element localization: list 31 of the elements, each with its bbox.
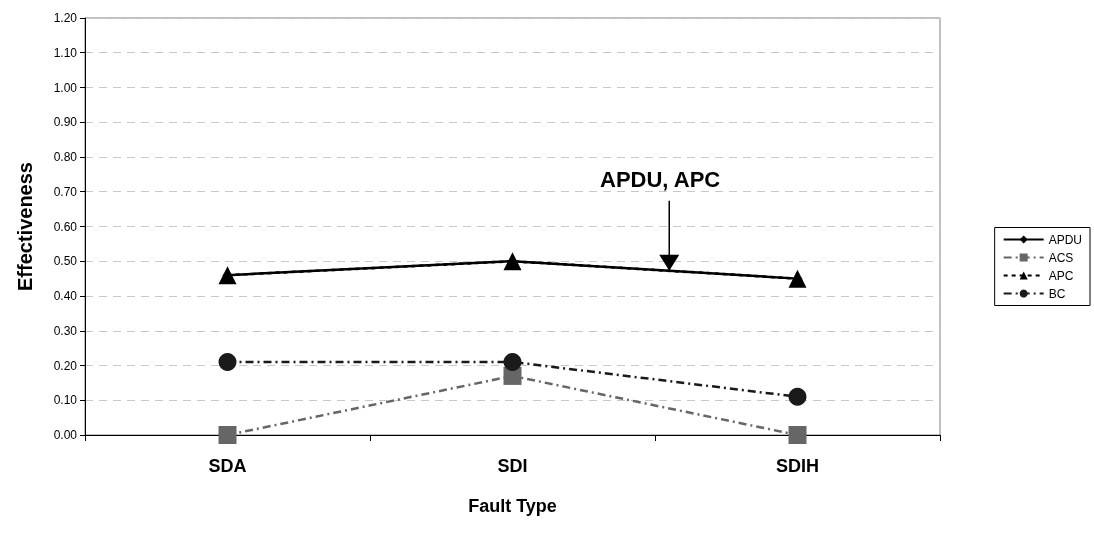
point bbox=[218, 353, 237, 372]
x-tick-label: SDI bbox=[497, 456, 528, 476]
x-axis-title: Fault Type bbox=[468, 496, 557, 516]
y-tick-label: 1.10 bbox=[53, 45, 78, 60]
y-tick-label: 1.20 bbox=[53, 11, 78, 25]
x-tick-label: SDIH bbox=[775, 456, 820, 476]
y-tick-label: 0.60 bbox=[53, 219, 78, 234]
legend-label: BC bbox=[1048, 286, 1066, 301]
annotation: APDU, APC bbox=[600, 166, 721, 192]
y-tick-label: 0.20 bbox=[53, 358, 78, 373]
y-tick-label: 0.70 bbox=[53, 184, 78, 199]
point bbox=[503, 252, 522, 271]
y-tick-label: 0.00 bbox=[53, 428, 78, 442]
point bbox=[788, 426, 807, 444]
x-tick-label: SDA bbox=[208, 456, 247, 476]
y-tick-label: 0.80 bbox=[53, 150, 78, 164]
point bbox=[218, 426, 237, 444]
y-tick-label: 0.40 bbox=[53, 289, 78, 303]
y-axis-title: Effectiveness bbox=[14, 162, 36, 291]
y-tick-label: 0.50 bbox=[53, 254, 78, 269]
y-tick-label: 0.10 bbox=[53, 393, 78, 408]
point bbox=[788, 269, 807, 288]
legend-label: APDU bbox=[1048, 232, 1082, 247]
legend-label: ACS bbox=[1048, 250, 1074, 265]
y-tick-label: 1.00 bbox=[53, 80, 78, 95]
legend-label: APC bbox=[1048, 268, 1074, 283]
y-tick-label: 0.90 bbox=[53, 115, 78, 130]
point bbox=[788, 387, 807, 406]
point bbox=[218, 266, 237, 285]
point bbox=[503, 353, 522, 372]
y-tick-label: 0.30 bbox=[53, 323, 78, 338]
